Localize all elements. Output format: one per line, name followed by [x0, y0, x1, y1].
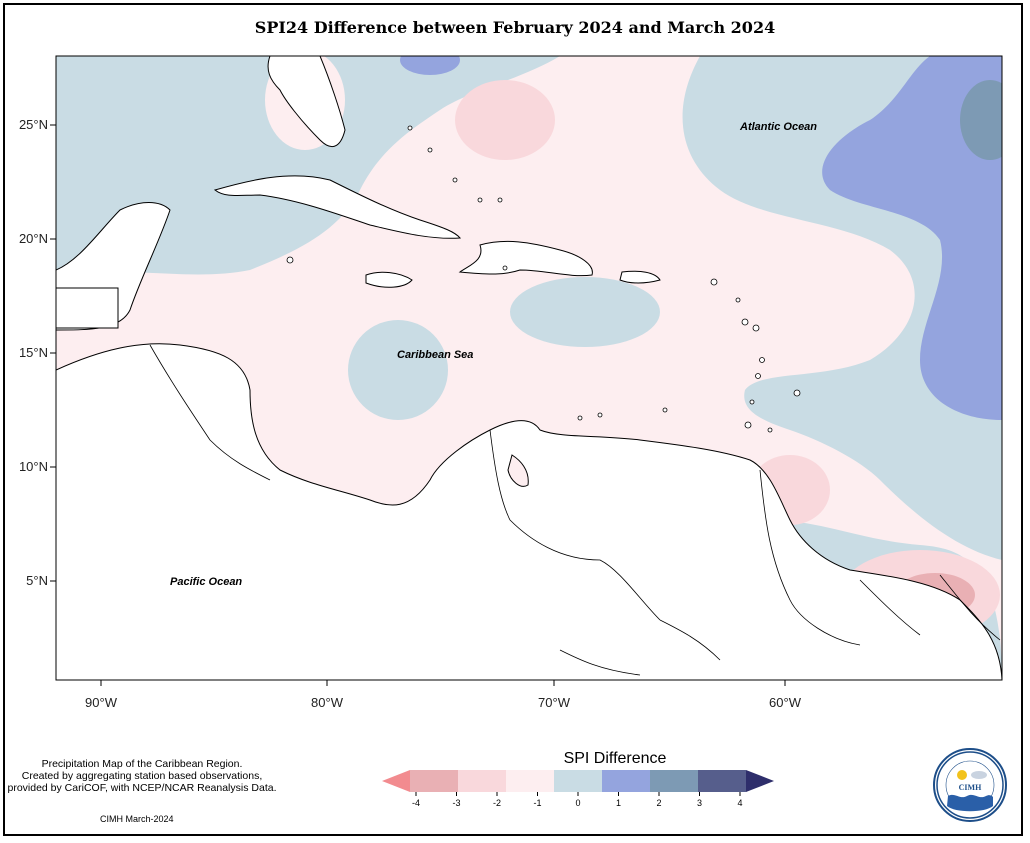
legend-tick-label: -3	[452, 798, 460, 808]
lesser-antilles-islands	[286, 125, 801, 433]
legend-swatch	[698, 770, 746, 792]
description-line: Precipitation Map of the Caribbean Regio…	[41, 758, 243, 770]
land-venezuela-lake	[507, 454, 529, 487]
description-line: Created by aggregating station based obs…	[21, 770, 263, 782]
land-cuba	[213, 175, 462, 239]
lat-tick-label: 25°N	[19, 117, 48, 132]
land-mexico-box	[56, 287, 119, 329]
legend-colorbar: -4 -3 -2 -1 0 1 2 3 4	[382, 770, 774, 808]
cimh-logo: CIMH	[933, 748, 1007, 822]
legend-swatch	[410, 770, 458, 792]
lat-axis: 25°N 20°N 15°N 10°N 5°N	[19, 117, 56, 588]
land-jamaica	[365, 271, 413, 288]
legend-swatch	[602, 770, 650, 792]
legend-swatch	[506, 770, 554, 792]
land-central-america	[56, 343, 1002, 680]
cloud-icon	[971, 771, 987, 779]
spi-field-purple-atlantic	[822, 56, 1002, 420]
legend-title: SPI Difference	[563, 750, 667, 767]
lat-tick-label: 15°N	[19, 345, 48, 360]
spi-field-blue-north	[56, 56, 560, 275]
legend-tick-label: -1	[533, 798, 541, 808]
sun-icon	[957, 770, 967, 780]
map-title: SPI24 Difference between February 2024 a…	[254, 18, 776, 37]
map-border	[55, 55, 1003, 681]
spi-field-blue-haiti	[510, 277, 660, 347]
spi-field-pink-bahamas	[455, 80, 555, 160]
pacific-ocean-label: Pacific Ocean	[170, 576, 242, 588]
legend-tick-label: 3	[697, 798, 702, 808]
legend-tick-label: -4	[412, 798, 420, 808]
legend-tick-label: 0	[575, 798, 580, 808]
lon-tick-label: 80°W	[311, 695, 344, 710]
lat-tick-label: 10°N	[19, 459, 48, 474]
legend-arrow-max	[746, 770, 774, 792]
atlantic-ocean-label: Atlantic Ocean	[739, 121, 817, 133]
legend-swatch	[650, 770, 698, 792]
spi-field-slate-atlantic	[960, 80, 1002, 160]
lon-tick-label: 90°W	[85, 695, 118, 710]
legend-swatch	[458, 770, 506, 792]
svg-text:CIMH: CIMH	[959, 783, 982, 792]
legend-tick-label: 1	[616, 798, 621, 808]
lon-tick-label: 60°W	[769, 695, 802, 710]
legend-tick-label: 4	[737, 798, 742, 808]
lon-tick-label: 70°W	[538, 695, 571, 710]
lat-tick-label: 5°N	[26, 573, 48, 588]
legend-swatch	[554, 770, 602, 792]
legend-tick-label: 2	[656, 798, 661, 808]
caribbean-sea-label: Caribbean Sea	[397, 349, 473, 361]
spi-field-blue-caribbean	[348, 320, 448, 420]
description-line: provided by CariCOF, with NCEP/NCAR Rean…	[7, 782, 277, 794]
spi-field-purple-north	[400, 56, 460, 75]
map-description: Precipitation Map of the Caribbean Regio…	[6, 758, 278, 794]
land-hispaniola	[458, 240, 593, 277]
land-florida	[267, 56, 346, 148]
land-puerto-rico	[619, 270, 661, 284]
lat-tick-label: 20°N	[19, 231, 48, 246]
country-borders	[149, 344, 1001, 676]
credit-text: CIMH March-2024	[100, 814, 174, 824]
waves-icon	[947, 794, 993, 812]
legend-arrow-min	[382, 770, 410, 792]
legend-tick-label: -2	[493, 798, 501, 808]
lon-axis: 90°W 80°W 70°W 60°W	[85, 680, 802, 710]
